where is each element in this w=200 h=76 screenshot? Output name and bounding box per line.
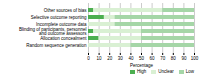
svg-text:Other sources of bias: Other sources of bias	[44, 8, 88, 13]
svg-text:60: 60	[150, 56, 156, 61]
svg-text:Random sequence generation: Random sequence generation	[26, 43, 87, 48]
html-text:High: High	[137, 69, 147, 74]
svg-text:70: 70	[160, 56, 166, 61]
svg-text:30: 30	[118, 56, 124, 61]
html-text:Unclear: Unclear	[158, 69, 174, 74]
svg-text:50: 50	[139, 56, 145, 61]
svg-text:20: 20	[107, 56, 113, 61]
svg-text:100: 100	[191, 56, 199, 61]
svg-text:0: 0	[87, 56, 90, 61]
svg-text:Allocation concealment: Allocation concealment	[40, 36, 87, 41]
svg-text:10: 10	[97, 56, 103, 61]
html-text:Low: Low	[185, 69, 194, 74]
svg-text:80: 80	[171, 56, 177, 61]
svg-text:90: 90	[181, 56, 187, 61]
svg-text:Selective outcome reporting: Selective outcome reporting	[31, 15, 87, 20]
svg-text:Blinding of participants, pers: Blinding of participants, personneland o…	[19, 27, 87, 36]
svg-text:Incomplete outcome data: Incomplete outcome data	[36, 21, 87, 27]
svg-text:Percentage: Percentage	[130, 63, 154, 68]
svg-text:40: 40	[128, 56, 134, 61]
